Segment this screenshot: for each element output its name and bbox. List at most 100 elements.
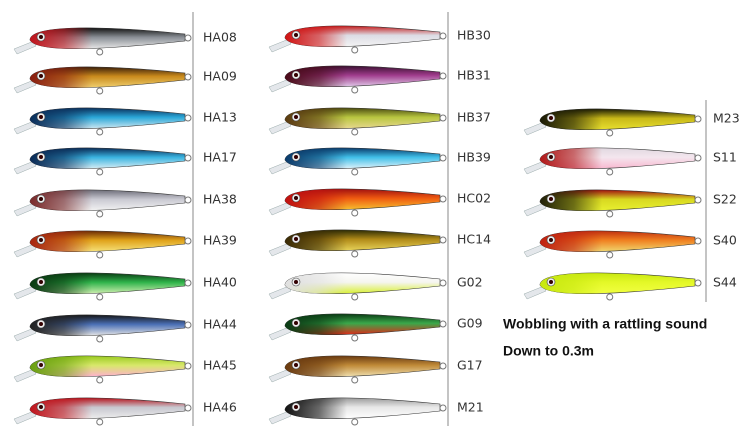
ring [184, 404, 192, 412]
head [30, 189, 185, 211]
head [30, 66, 185, 88]
ring [439, 32, 447, 40]
ring [694, 196, 702, 204]
head [285, 147, 440, 169]
ring [439, 320, 447, 328]
ring [351, 168, 359, 176]
lure-code: HB30 [457, 28, 491, 43]
ring [351, 293, 359, 301]
lure-code: HA44 [203, 317, 237, 332]
lure-code: G09 [457, 316, 483, 331]
head [30, 355, 185, 377]
pupil [39, 280, 43, 284]
lure-code: M21 [457, 400, 484, 415]
head [540, 230, 695, 252]
lure-code: HA40 [203, 275, 237, 290]
lure [523, 147, 702, 176]
ring [96, 418, 104, 426]
lure-code: G17 [457, 358, 483, 373]
ring [96, 168, 104, 176]
ring [184, 279, 192, 287]
head [540, 272, 695, 294]
lure-code: HA46 [203, 400, 237, 415]
ring [694, 279, 702, 287]
lure [13, 397, 192, 426]
ring [439, 72, 447, 80]
ring [184, 237, 192, 245]
pupil [549, 155, 553, 159]
ring [96, 48, 104, 56]
head [285, 107, 440, 129]
ring [694, 237, 702, 245]
ring [184, 73, 192, 81]
lure [268, 229, 447, 258]
pupil [39, 197, 43, 201]
lure-code: HA39 [203, 233, 237, 248]
lure [268, 272, 447, 301]
head [285, 313, 440, 335]
ring [439, 114, 447, 122]
pupil [294, 280, 298, 284]
ring [184, 154, 192, 162]
note: Down to 0.3m [503, 343, 594, 359]
lure [523, 230, 702, 259]
lure-code: S22 [713, 192, 737, 207]
pupil [39, 322, 43, 326]
lure [268, 188, 447, 217]
lure [13, 355, 192, 384]
pupil [39, 238, 43, 242]
head [540, 189, 695, 211]
head [30, 314, 185, 336]
head [30, 147, 185, 169]
ring [439, 404, 447, 412]
lure-code: HC02 [457, 191, 491, 206]
ring [96, 293, 104, 301]
lure [268, 397, 447, 426]
pupil [549, 280, 553, 284]
ring [606, 168, 614, 176]
ring [96, 87, 104, 95]
ring [606, 293, 614, 301]
lure [268, 107, 447, 136]
lure-code: G02 [457, 275, 483, 290]
ring [96, 376, 104, 384]
ring [439, 154, 447, 162]
ring [184, 34, 192, 42]
lure-code: HA38 [203, 192, 237, 207]
pupil [549, 197, 553, 201]
lure [268, 313, 447, 342]
lure [13, 230, 192, 259]
lure-code: HA17 [203, 150, 237, 165]
pupil [39, 74, 43, 78]
lure [268, 65, 447, 94]
pupil [39, 405, 43, 409]
head [285, 188, 440, 210]
lure-code: S11 [713, 150, 737, 165]
pupil [39, 155, 43, 159]
lure-code: HB31 [457, 68, 491, 83]
lure [13, 314, 192, 343]
head [30, 397, 185, 419]
lure [13, 189, 192, 218]
lure [523, 189, 702, 218]
ring [96, 210, 104, 218]
ring [96, 251, 104, 259]
ring [351, 46, 359, 54]
ring [351, 209, 359, 217]
ring [351, 86, 359, 94]
ring [351, 418, 359, 426]
ring [606, 210, 614, 218]
head [30, 27, 185, 49]
head [30, 230, 185, 252]
ring [96, 128, 104, 136]
ring [439, 279, 447, 287]
lure [13, 272, 192, 301]
ring [184, 196, 192, 204]
pupil [294, 196, 298, 200]
head [285, 229, 440, 251]
ring [439, 362, 447, 370]
ring [439, 236, 447, 244]
lure [13, 147, 192, 176]
pupil [294, 363, 298, 367]
ring [351, 250, 359, 258]
